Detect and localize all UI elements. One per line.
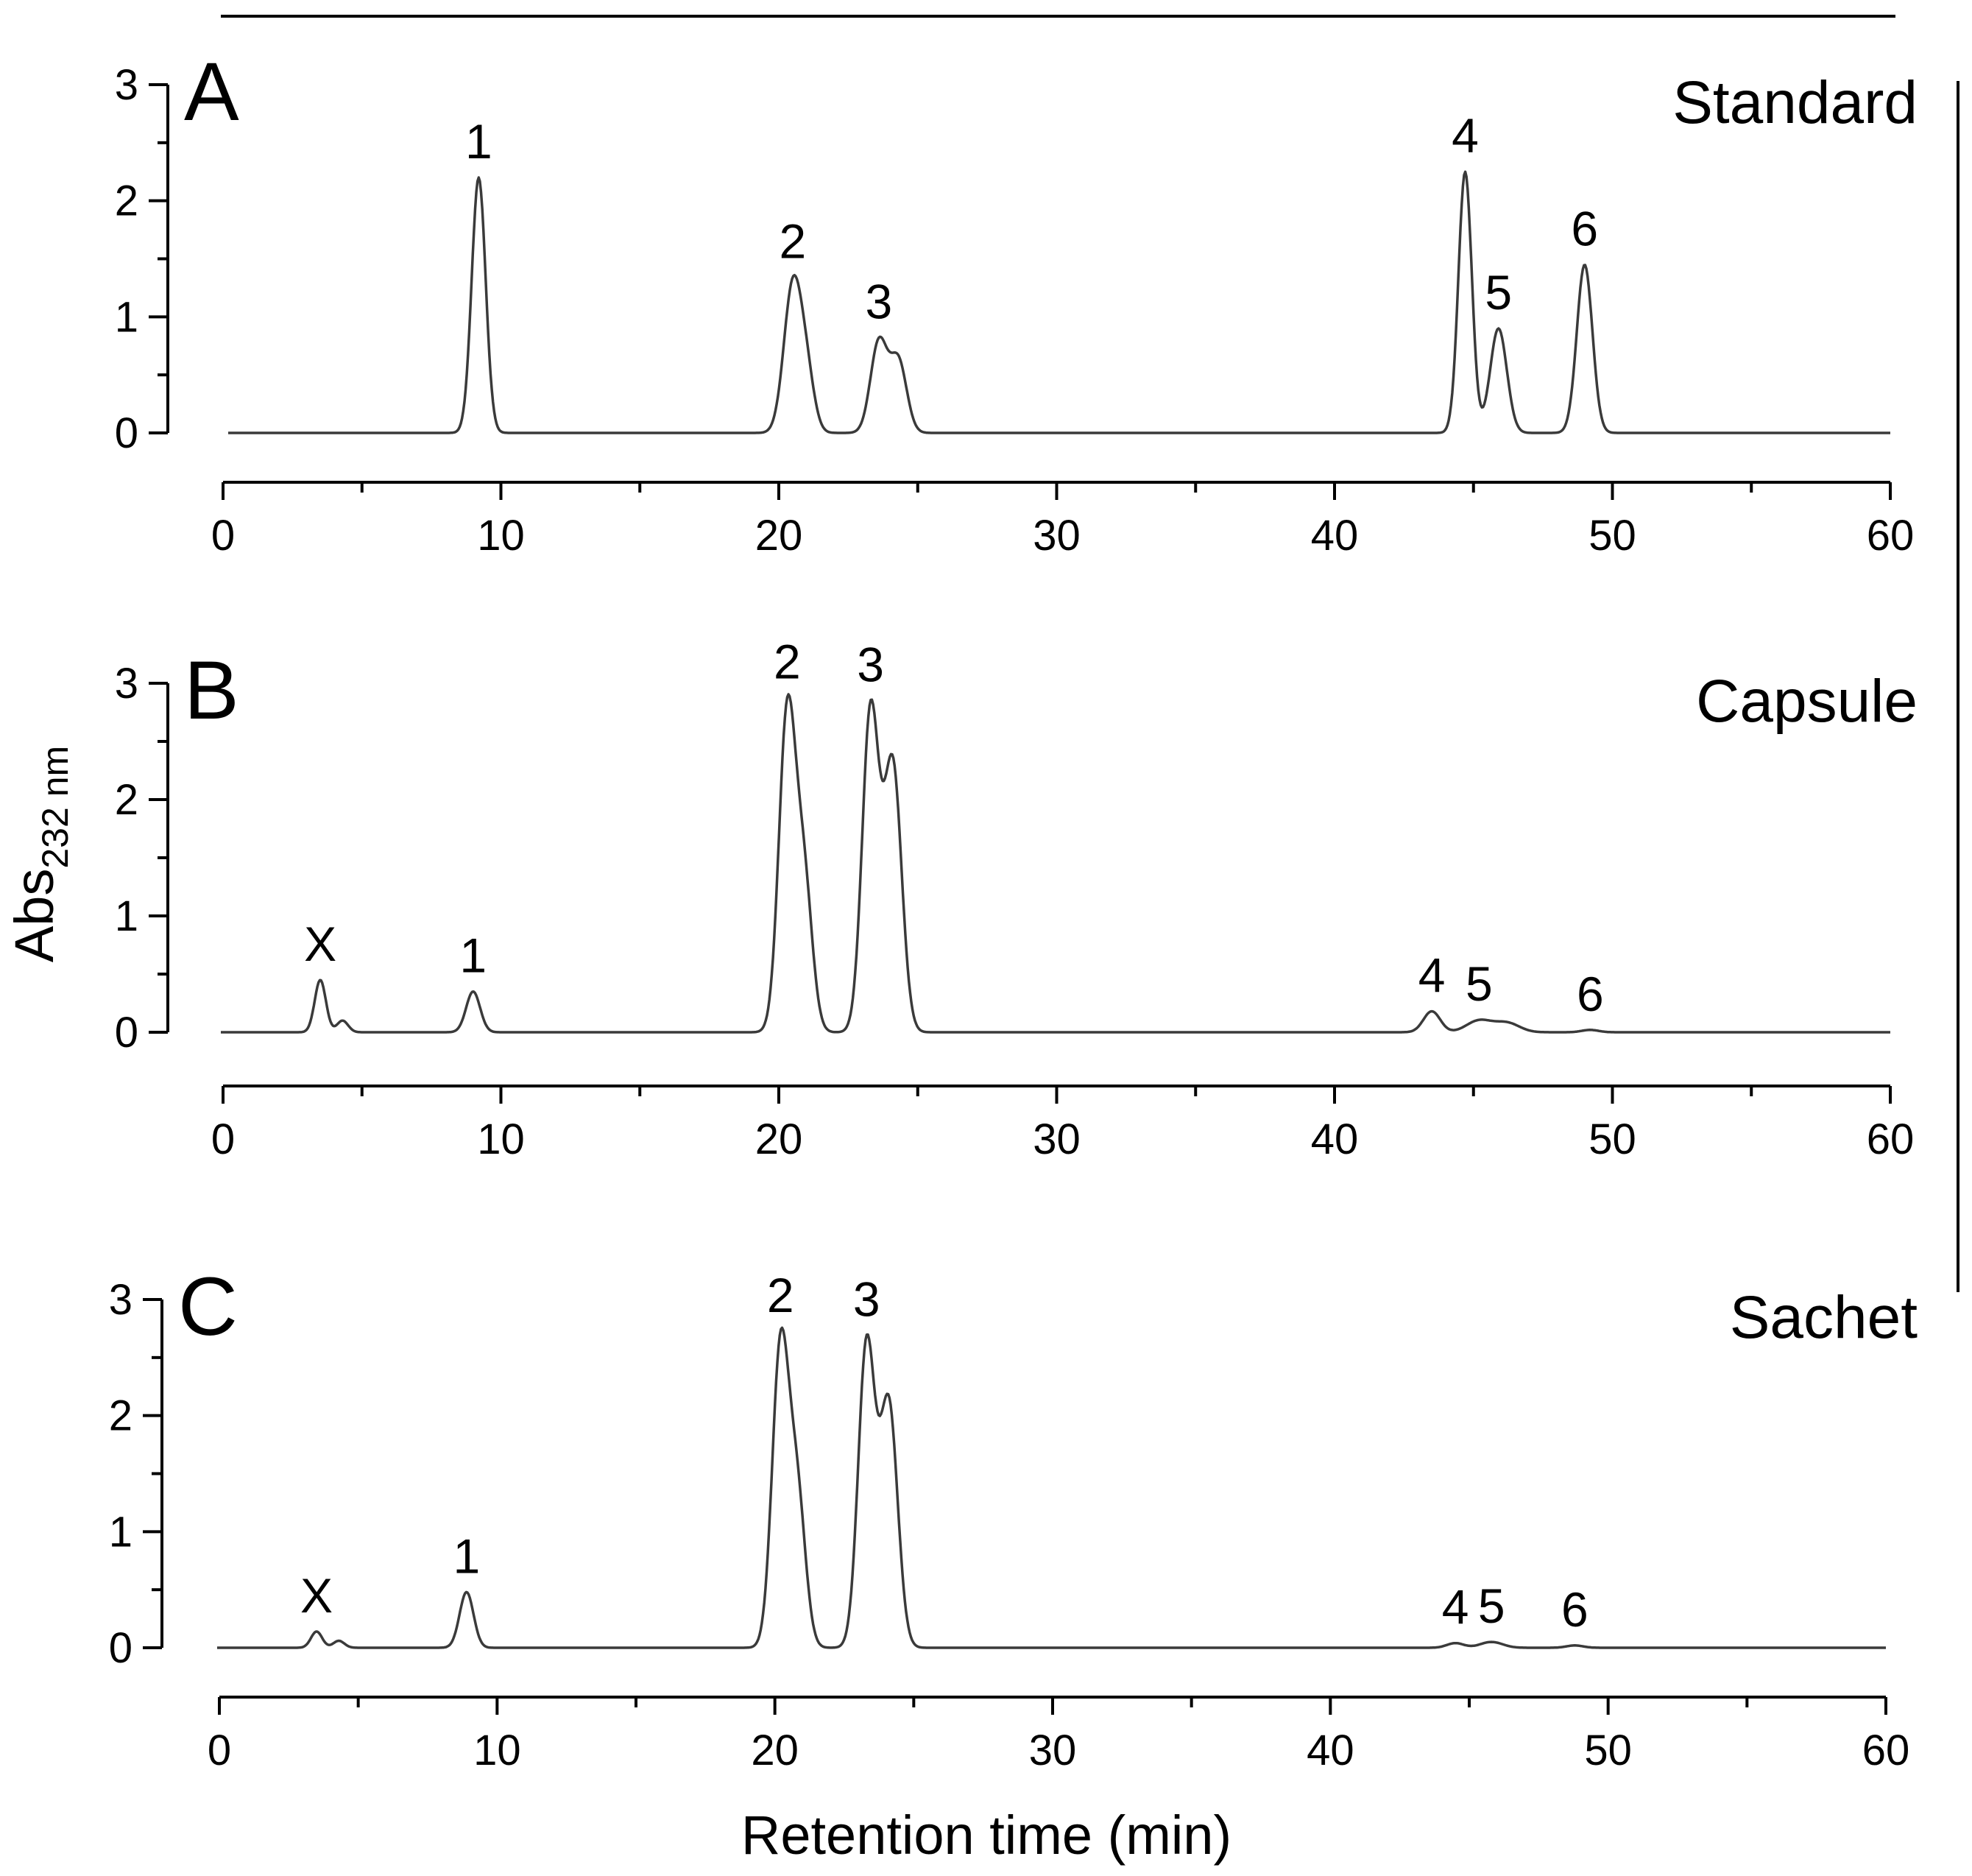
x-tick-label: 50 [1588, 512, 1636, 560]
peak-label: 4 [1452, 108, 1479, 163]
peak-label: 3 [866, 275, 893, 329]
x-tick-label: 30 [1033, 512, 1081, 560]
chromatogram-trace [227, 170, 1891, 434]
x-tick-label: 20 [755, 1115, 803, 1163]
peak-label: 1 [459, 928, 487, 983]
chromatogram-trace [216, 1326, 1887, 1649]
peak-label: 4 [1442, 1580, 1469, 1635]
x-axis-title: Retention time (min) [741, 1805, 1231, 1866]
y-tick-label: 3 [115, 61, 138, 109]
x-tick-label: 10 [473, 1727, 521, 1774]
x-tick-label: 50 [1588, 1115, 1636, 1163]
peak-label: 1 [465, 114, 492, 169]
x-tick-label: 60 [1867, 1115, 1915, 1163]
sample-name: Capsule [1696, 668, 1918, 735]
peak-label: 3 [853, 1272, 880, 1327]
y-tick-label: 2 [115, 177, 138, 225]
y-tick-label: 3 [109, 1276, 132, 1324]
figure-frame [221, 15, 1959, 1292]
peak-label: 6 [1571, 201, 1598, 255]
peak-label: 4 [1418, 948, 1446, 1003]
y-tick-label: 1 [115, 892, 138, 940]
x-tick-label: 60 [1862, 1727, 1910, 1774]
y-tick-label: 1 [115, 293, 138, 341]
peak-label: 5 [1466, 956, 1493, 1011]
y-tick-label: 2 [109, 1392, 132, 1440]
x-tick-label: 20 [755, 512, 803, 560]
y-tick-label: 2 [115, 776, 138, 824]
sample-name: Sachet [1730, 1284, 1918, 1351]
peak-label: 6 [1577, 967, 1604, 1021]
peak-label: X [304, 917, 336, 971]
y-axis-title: Abs232 nm [4, 746, 76, 962]
x-tick-label: 0 [208, 1727, 231, 1774]
y-tick-label: 0 [115, 1009, 138, 1057]
x-tick-label: 20 [751, 1727, 799, 1774]
x-tick-label: 30 [1033, 1115, 1081, 1163]
peak-label: 3 [857, 638, 884, 692]
peak-label: X [300, 1568, 333, 1623]
panel-letter: A [184, 46, 239, 138]
x-tick-label: 0 [211, 512, 235, 560]
peak-label: 2 [774, 635, 801, 689]
y-tick-label: 0 [109, 1624, 132, 1672]
x-tick-label: 10 [477, 1115, 525, 1163]
x-tick-label: 40 [1311, 512, 1359, 560]
y-tick-label: 3 [115, 660, 138, 708]
x-tick-label: 10 [477, 512, 525, 560]
x-tick-label: 40 [1311, 1115, 1359, 1163]
panel-letter: C [178, 1260, 238, 1353]
peak-label: 2 [780, 214, 807, 269]
peak-label: 6 [1561, 1582, 1588, 1637]
chromatogram-trace [220, 693, 1891, 1034]
x-tick-label: 30 [1029, 1727, 1077, 1774]
y-tick-label: 0 [115, 409, 138, 457]
x-tick-label: 50 [1584, 1727, 1632, 1774]
sample-name: Standard [1672, 69, 1918, 136]
peak-label: 5 [1485, 265, 1512, 320]
panel-letter: B [184, 644, 239, 736]
y-tick-label: 1 [109, 1508, 132, 1556]
peak-label: 2 [767, 1268, 794, 1322]
x-tick-label: 40 [1307, 1727, 1354, 1774]
x-tick-label: 60 [1867, 512, 1915, 560]
peak-label: 5 [1478, 1579, 1505, 1633]
x-tick-label: 0 [211, 1115, 235, 1163]
peak-label: 1 [453, 1528, 480, 1583]
